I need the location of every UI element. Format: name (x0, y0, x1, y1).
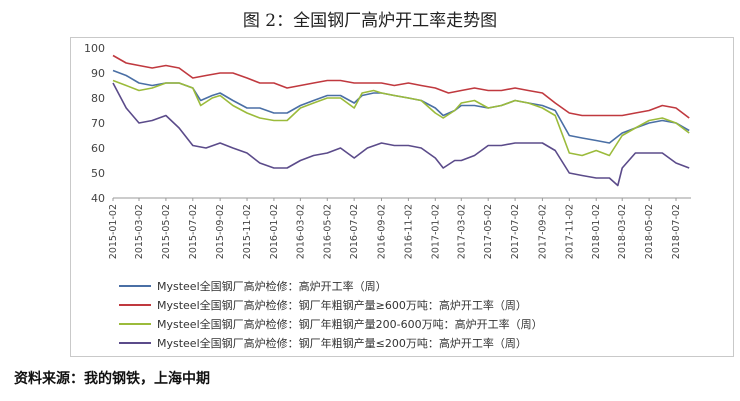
x-tick-label: 2015-03-02 (134, 204, 145, 259)
x-tick-label: 2016-03-02 (295, 204, 306, 259)
legend-label-2: Mysteel全国钢厂高炉检修：钢厂年粗钢产量≥600万吨：高炉开工率（周） (157, 298, 527, 312)
y-tick-label: 80 (91, 92, 105, 105)
x-tick-label: 2017-01-02 (430, 204, 441, 259)
source-note: 资料来源：我的钢铁，上海中期 (14, 371, 210, 387)
x-tick-label: 2016-11-02 (403, 204, 414, 259)
x-tick-label: 2016-09-02 (376, 204, 387, 259)
y-tick-label: 70 (91, 117, 105, 130)
x-tick-label: 2016-05-02 (322, 204, 333, 259)
x-tick-label: 2018-03-02 (617, 204, 628, 259)
x-tick-label: 2017-09-02 (537, 204, 548, 259)
chart-frame: 40 50 60 70 80 90 100 2015-01-02 2015-03-02 2015-… (70, 37, 734, 357)
series-line-2 (112, 54, 690, 119)
series-line-3 (112, 79, 690, 157)
series-line-4 (112, 82, 690, 187)
x-tick-label: 2016-01-02 (269, 204, 280, 259)
figure-title: 图 2：全国钢厂高炉开工率走势图 (242, 11, 498, 31)
x-tick-label: 2015-05-02 (161, 204, 172, 259)
x-tick-label: 2016-07-02 (349, 204, 360, 259)
y-tick-label: 90 (91, 67, 105, 80)
x-tick-label: 2015-11-02 (242, 204, 253, 259)
x-tick-label: 2017-07-02 (510, 204, 521, 259)
x-tick-label: 2017-03-02 (456, 204, 467, 259)
x-tick-label: 2015-09-02 (215, 204, 226, 259)
legend-label-4: Mysteel全国钢厂高炉检修：钢厂年粗钢产量≤200万吨：高炉开工率（周） (157, 336, 527, 350)
y-tick-label: 40 (91, 192, 105, 205)
y-tick-label: 50 (91, 167, 105, 180)
x-tick-label: 2018-05-02 (644, 204, 655, 259)
legend-label-1: Mysteel全国钢厂高炉检修：高炉开工率（周） (157, 279, 387, 293)
series-line-1 (112, 69, 690, 144)
x-tick-label: 2017-05-02 (483, 204, 494, 259)
legend-label-3: Mysteel全国钢厂高炉检修：钢厂年粗钢产量200-600万吨：高炉开工率（周… (157, 317, 543, 331)
x-tick-label: 2017-11-02 (564, 204, 575, 259)
line-chart: 40 50 60 70 80 90 100 2015-01-02 2015-03-02 2015-… (84, 42, 691, 350)
x-tick-label: 2018-07-02 (671, 204, 682, 259)
y-tick-label: 60 (91, 142, 105, 155)
x-tick-label: 2015-01-02 (108, 204, 119, 259)
x-tick-label: 2018-01-02 (591, 204, 602, 259)
y-tick-label: 100 (84, 42, 105, 55)
x-tick-label: 2015-07-02 (188, 204, 199, 259)
